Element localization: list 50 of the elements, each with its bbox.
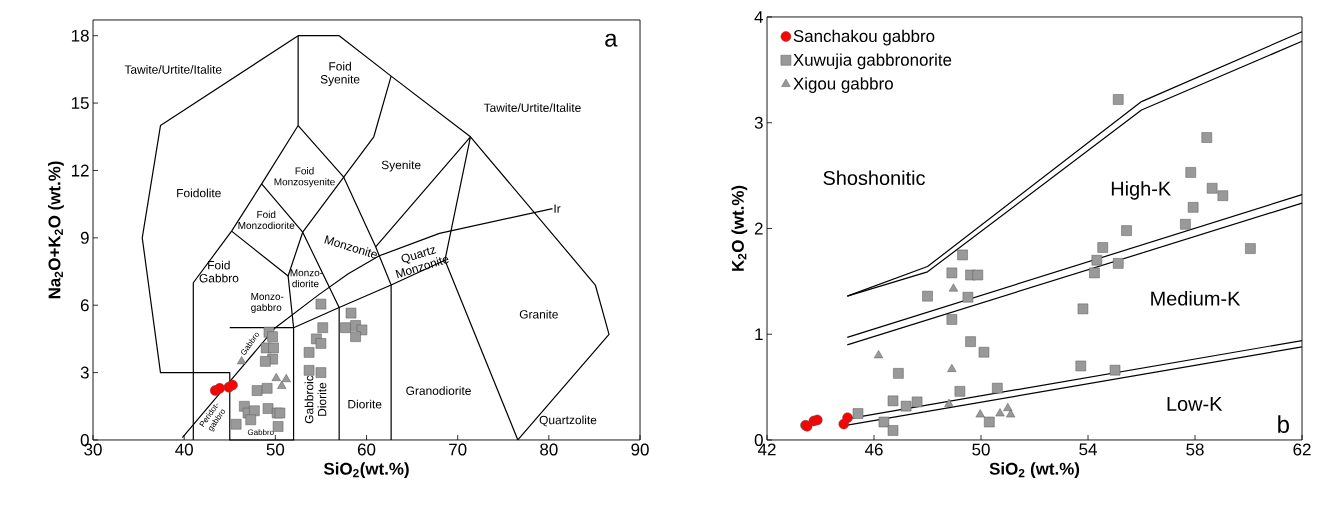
annotation: Quartzolite bbox=[539, 415, 597, 427]
annotation: Medium-K bbox=[1151, 290, 1241, 306]
y-axis-title: K$_{2}$O (wt.%) bbox=[731, 185, 748, 271]
x-tick-label: 60 bbox=[357, 443, 376, 456]
annotation: b bbox=[1278, 415, 1289, 433]
x-tick-label: 80 bbox=[540, 443, 558, 456]
y-axis-title: Na$_{2}$O+K$_{2}$O (wt.%) bbox=[48, 161, 64, 299]
annotation: Diorite bbox=[348, 399, 382, 409]
y-tick-label: 3 bbox=[754, 116, 763, 129]
annotation: Tawite/Urtite/Italite bbox=[483, 103, 581, 112]
y-tick-label: 2 bbox=[754, 222, 763, 235]
annotation: Gabbroic Diorite bbox=[304, 375, 327, 424]
y-tick-label: 15 bbox=[71, 97, 89, 109]
x-tick-label: 62 bbox=[1293, 443, 1311, 456]
annotation: Foid Syenite bbox=[320, 61, 360, 86]
x-tick-label: 50 bbox=[266, 443, 285, 456]
x-tick-label: 46 bbox=[864, 443, 883, 456]
annotation: Granite bbox=[519, 309, 558, 319]
annotation: Shoshonitic bbox=[823, 170, 925, 186]
annotation: Foid Gabbro bbox=[199, 260, 239, 283]
annotation: Foidolite bbox=[177, 188, 221, 198]
annotation: Monzo-gabbro bbox=[251, 293, 284, 313]
x-tick-label: 54 bbox=[1079, 443, 1097, 456]
y-tick-label: 1 bbox=[755, 328, 763, 341]
x-axis-title: SiO$_{2}$(wt.%) bbox=[323, 462, 409, 479]
annotation: Foid Monzodiorite bbox=[238, 210, 295, 230]
annotation: a bbox=[605, 33, 618, 47]
legend-label: Sanchakou gabbro bbox=[793, 29, 935, 46]
x-tick-label: 70 bbox=[449, 443, 467, 456]
y-tick-label: 3 bbox=[80, 366, 89, 379]
y-tick-label: 4 bbox=[754, 11, 763, 23]
x-tick-label: 58 bbox=[1186, 443, 1204, 456]
x-tick-label: 40 bbox=[175, 443, 193, 456]
x-tick-label: 90 bbox=[631, 443, 649, 456]
x-axis-title: SiO$_{2}$ (wt.%) bbox=[989, 462, 1080, 479]
annotation: Monzo-diorite bbox=[290, 269, 323, 288]
annotation: Low-K bbox=[1167, 397, 1223, 411]
y-tick-label: 12 bbox=[71, 164, 89, 177]
annotation: Ir bbox=[554, 204, 561, 213]
annotation: Foid Monzosyenite bbox=[274, 167, 335, 188]
annotation: Syenite bbox=[381, 160, 421, 172]
y-tick-label: 9 bbox=[80, 231, 89, 244]
legend-label: Xigou gabbro bbox=[793, 77, 893, 93]
legend-label: Xuwujia gabbronorite bbox=[793, 53, 952, 70]
y-tick-label: 18 bbox=[71, 29, 89, 42]
annotation: Granodiorite bbox=[406, 386, 471, 395]
annotation: High-K bbox=[1111, 181, 1171, 200]
y-tick-label: 6 bbox=[80, 299, 89, 312]
annotation: Tawite/Urtite/Italite bbox=[124, 65, 222, 74]
x-tick-label: 50 bbox=[972, 443, 990, 456]
